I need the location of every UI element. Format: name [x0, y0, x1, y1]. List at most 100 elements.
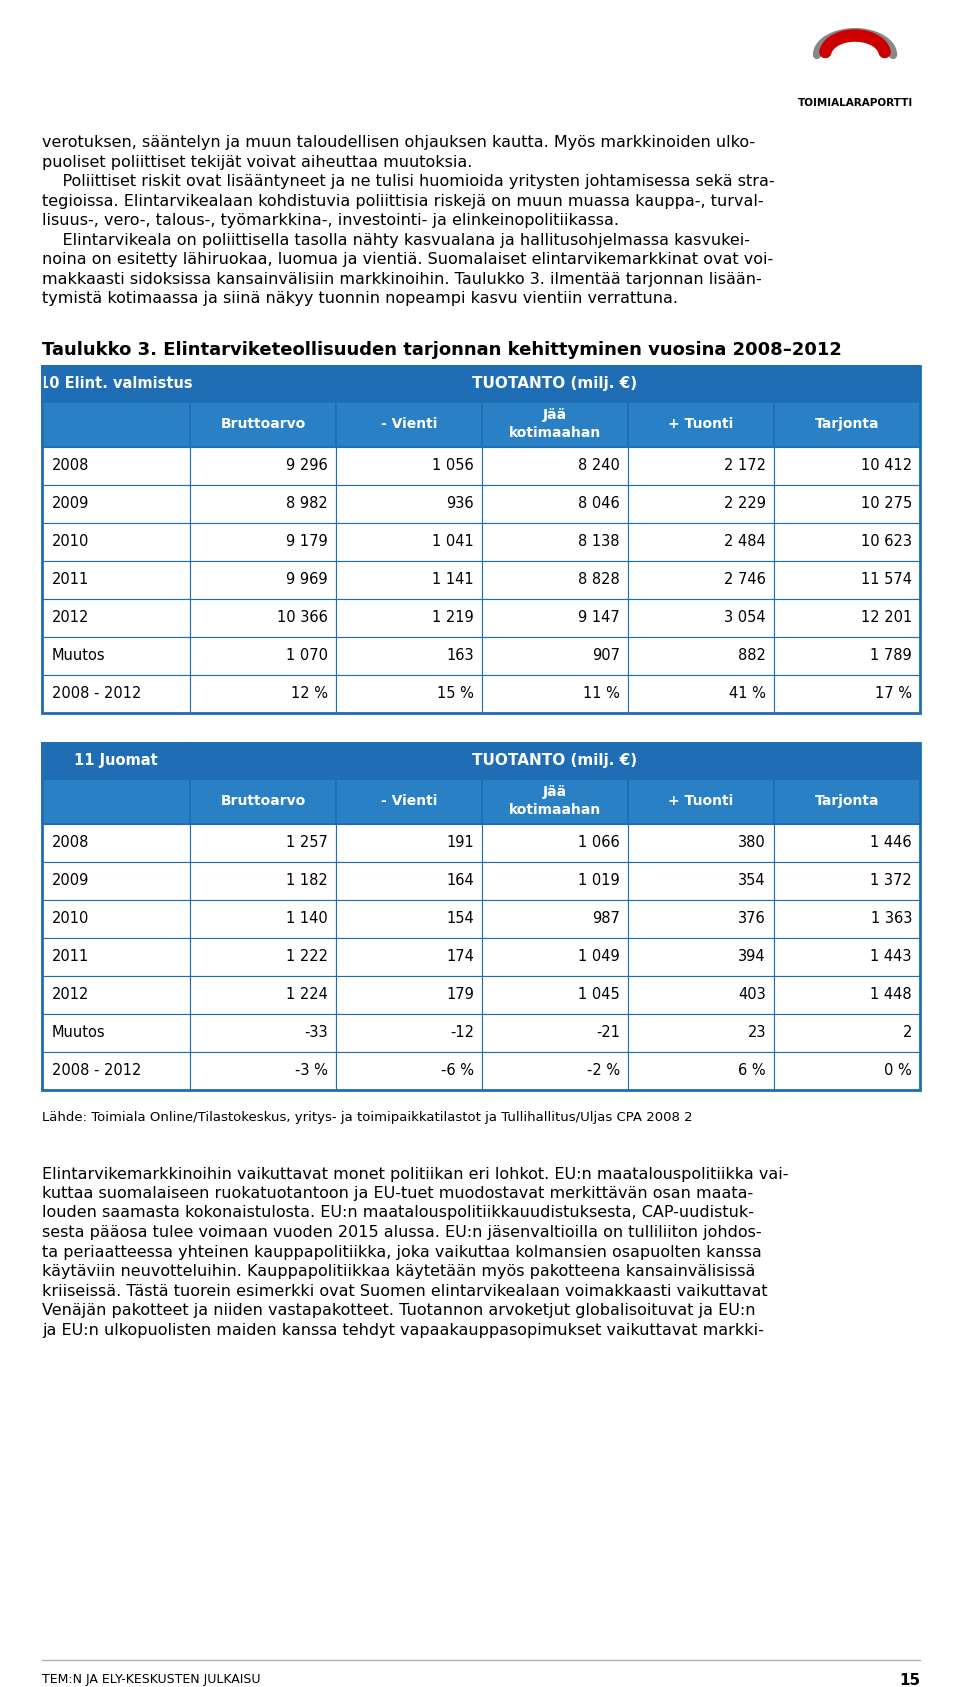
Text: + Tuonti: + Tuonti — [668, 417, 733, 430]
Text: 2009: 2009 — [52, 496, 89, 511]
Bar — [336, 675, 482, 712]
Text: 8 240: 8 240 — [578, 457, 620, 472]
Bar — [628, 560, 774, 599]
Text: Jää
kotimaahan: Jää kotimaahan — [509, 786, 601, 817]
Bar — [42, 402, 190, 447]
Text: 15 %: 15 % — [437, 687, 474, 702]
Bar — [190, 938, 336, 975]
Bar — [628, 823, 774, 862]
Text: -12: -12 — [450, 1026, 474, 1039]
Bar — [42, 975, 190, 1014]
Text: - Vienti: - Vienti — [381, 795, 437, 808]
Text: puoliset poliittiset tekijät voivat aiheuttaa muutoksia.: puoliset poliittiset tekijät voivat aihe… — [42, 155, 472, 169]
Text: Lähde: Toimiala Online/Tilastokeskus, yritys- ja toimipaikkatilastot ja Tullihal: Lähde: Toimiala Online/Tilastokeskus, yr… — [42, 1112, 692, 1125]
Text: tymistä kotimaassa ja siinä näkyy tuonnin nopeampi kasvu vientiin verrattuna.: tymistä kotimaassa ja siinä näkyy tuonni… — [42, 290, 678, 305]
Bar — [336, 599, 482, 636]
Bar — [774, 1014, 920, 1051]
Text: 1 056: 1 056 — [432, 457, 474, 472]
Text: Taulukko 3. Elintarviketeollisuuden tarjonnan kehittyminen vuosina 2008–2012: Taulukko 3. Elintarviketeollisuuden tarj… — [42, 341, 842, 359]
Bar — [42, 1051, 190, 1090]
Text: 0 %: 0 % — [884, 1063, 912, 1078]
Bar — [482, 675, 628, 712]
Bar — [774, 938, 920, 975]
Bar — [774, 560, 920, 599]
Bar — [774, 484, 920, 523]
Text: 354: 354 — [738, 872, 766, 887]
Bar — [190, 599, 336, 636]
Bar — [190, 675, 336, 712]
Text: 2 484: 2 484 — [724, 535, 766, 548]
Text: 3 054: 3 054 — [725, 611, 766, 624]
Bar — [42, 938, 190, 975]
Bar — [628, 1051, 774, 1090]
Text: 8 982: 8 982 — [286, 496, 328, 511]
Text: käytäviin neuvotteluihin. Kauppapolitiikkaa käytetään myös pakotteena kansainväl: käytäviin neuvotteluihin. Kauppapolitiik… — [42, 1264, 756, 1279]
Text: 1 257: 1 257 — [286, 835, 328, 850]
Text: 2 172: 2 172 — [724, 457, 766, 472]
Text: tegioissa. Elintarvikealaan kohdistuvia poliittisia riskejä on muun muassa kaupp: tegioissa. Elintarvikealaan kohdistuvia … — [42, 194, 763, 209]
Bar — [482, 975, 628, 1014]
Text: 1 141: 1 141 — [432, 572, 474, 587]
Bar — [190, 484, 336, 523]
Bar — [482, 1014, 628, 1051]
Text: 2 746: 2 746 — [724, 572, 766, 587]
Text: 17 %: 17 % — [875, 687, 912, 702]
Bar — [482, 599, 628, 636]
Text: 1 182: 1 182 — [286, 872, 328, 887]
Bar — [336, 560, 482, 599]
Bar — [774, 523, 920, 560]
Bar — [628, 899, 774, 938]
Text: 10 275: 10 275 — [861, 496, 912, 511]
Text: Elintarvikeala on poliittisella tasolla nähty kasvualana ja hallitusohjelmassa k: Elintarvikeala on poliittisella tasolla … — [42, 233, 750, 248]
Bar — [42, 742, 190, 778]
Bar — [190, 975, 336, 1014]
Text: Tarjonta: Tarjonta — [815, 795, 879, 808]
Text: 1 448: 1 448 — [871, 987, 912, 1002]
Text: 2008 - 2012: 2008 - 2012 — [52, 1063, 141, 1078]
Bar — [336, 862, 482, 899]
Bar — [42, 366, 190, 402]
Text: 163: 163 — [446, 648, 474, 663]
Text: -6 %: -6 % — [441, 1063, 474, 1078]
Bar — [42, 778, 190, 823]
Bar — [482, 560, 628, 599]
Text: 174: 174 — [446, 950, 474, 963]
Text: 11 %: 11 % — [583, 687, 620, 702]
Text: -21: -21 — [596, 1026, 620, 1039]
Bar — [336, 899, 482, 938]
Text: 10 412: 10 412 — [861, 457, 912, 472]
Bar — [628, 636, 774, 675]
Text: sesta pääosa tulee voimaan vuoden 2015 alussa. EU:n jäsenvaltioilla on tulliliit: sesta pääosa tulee voimaan vuoden 2015 a… — [42, 1225, 761, 1240]
Bar — [42, 560, 190, 599]
Text: noina on esitetty lähiruokaa, luomua ja vientiä. Suomalaiset elintarvikemarkkina: noina on esitetty lähiruokaa, luomua ja … — [42, 251, 773, 267]
Text: Venäjän pakotteet ja niiden vastapakotteet. Tuotannon arvoketjut globalisoituvat: Venäjän pakotteet ja niiden vastapakotte… — [42, 1302, 756, 1318]
Text: 882: 882 — [738, 648, 766, 663]
Text: kriiseissä. Tästä tuorein esimerkki ovat Suomen elintarvikealaan voimakkaasti va: kriiseissä. Tästä tuorein esimerkki ovat… — [42, 1284, 768, 1299]
Text: 10 Elint. valmistus: 10 Elint. valmistus — [39, 376, 193, 391]
Bar — [482, 778, 628, 823]
Text: 987: 987 — [592, 911, 620, 926]
Bar — [774, 975, 920, 1014]
Text: 394: 394 — [738, 950, 766, 963]
Bar — [42, 823, 190, 862]
Bar — [42, 899, 190, 938]
Text: TEM:N JA ELY-KESKUSTEN JULKAISU: TEM:N JA ELY-KESKUSTEN JULKAISU — [42, 1674, 260, 1685]
Bar — [190, 560, 336, 599]
Text: 1 363: 1 363 — [871, 911, 912, 926]
Text: + Tuonti: + Tuonti — [668, 795, 733, 808]
Text: 1 443: 1 443 — [871, 950, 912, 963]
Text: 8 046: 8 046 — [578, 496, 620, 511]
Bar — [482, 523, 628, 560]
Bar — [336, 523, 482, 560]
Bar — [628, 599, 774, 636]
Text: 9 147: 9 147 — [578, 611, 620, 624]
Bar — [190, 1014, 336, 1051]
Text: -3 %: -3 % — [295, 1063, 328, 1078]
Bar — [774, 899, 920, 938]
Bar — [482, 899, 628, 938]
Text: 2009: 2009 — [52, 872, 89, 887]
Text: 936: 936 — [446, 496, 474, 511]
Text: -2 %: -2 % — [587, 1063, 620, 1078]
Bar — [42, 447, 190, 484]
Text: 2010: 2010 — [52, 911, 89, 926]
